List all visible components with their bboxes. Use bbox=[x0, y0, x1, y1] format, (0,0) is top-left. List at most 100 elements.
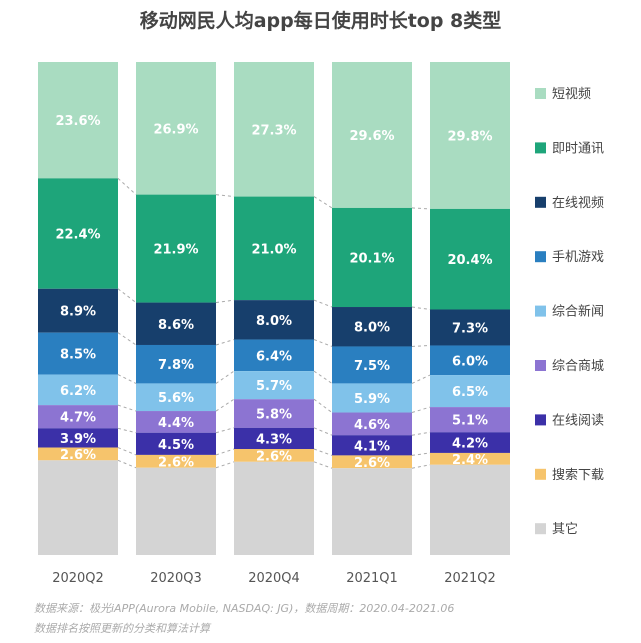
bar-segment-2020Q3-即时通讯 bbox=[136, 194, 216, 303]
bar-segment-2020Q4-搜索下载 bbox=[234, 449, 314, 462]
data-label: 2.6% bbox=[256, 449, 292, 464]
bar-segment-2020Q2-即时通讯 bbox=[38, 178, 118, 289]
connector-line bbox=[411, 431, 431, 436]
data-label: 4.2% bbox=[452, 437, 488, 452]
legend-label: 手机游戏 bbox=[552, 250, 604, 265]
connector-line bbox=[411, 344, 431, 347]
connector-line bbox=[411, 207, 431, 210]
data-label: 8.0% bbox=[256, 314, 292, 329]
data-label: 7.8% bbox=[158, 358, 194, 373]
bar-segment-2020Q4-短视频 bbox=[234, 62, 314, 197]
x-tick-label: 2021Q1 bbox=[346, 571, 398, 586]
connector-line bbox=[215, 398, 235, 412]
data-label: 7.3% bbox=[452, 321, 488, 336]
data-label: 5.9% bbox=[354, 392, 390, 407]
bar-segment-2020Q2-在线视频 bbox=[38, 288, 118, 333]
legend-label: 即时通讯 bbox=[552, 141, 604, 156]
bar-segment-2020Q2-在线阅读 bbox=[38, 428, 118, 448]
data-label: 2.6% bbox=[158, 455, 194, 470]
legend-swatch bbox=[535, 468, 546, 480]
bar-segment-2021Q2-短视频 bbox=[430, 62, 510, 209]
connector-line bbox=[313, 196, 333, 209]
connector-line bbox=[313, 448, 333, 456]
legend-label: 短视频 bbox=[552, 87, 591, 102]
connector-line bbox=[313, 398, 333, 413]
data-label: 3.9% bbox=[60, 432, 96, 447]
connector-line bbox=[117, 332, 137, 346]
legend-swatch bbox=[535, 305, 546, 317]
connector-line bbox=[117, 427, 137, 434]
bar-segment-2021Q2-综合新闻 bbox=[430, 375, 510, 408]
chart-title: 移动网民人均app每日使用时长top 8类型 bbox=[139, 10, 502, 32]
bar-segment-2021Q1-在线视频 bbox=[332, 307, 412, 347]
data-label: 2.4% bbox=[452, 453, 488, 468]
bar-segment-2020Q3-其它 bbox=[136, 467, 216, 555]
connector-line bbox=[215, 427, 235, 434]
data-label: 4.5% bbox=[158, 438, 194, 453]
legend-label: 综合新闻 bbox=[552, 304, 604, 320]
connector-line bbox=[313, 299, 333, 308]
data-label: 29.8% bbox=[447, 129, 492, 144]
legend-label: 在线视频 bbox=[552, 196, 604, 211]
connector-line bbox=[117, 447, 137, 456]
bar-segment-2021Q2-搜索下载 bbox=[430, 452, 510, 465]
bar-segment-2020Q4-在线视频 bbox=[234, 300, 314, 340]
bar-segment-2020Q2-搜索下载 bbox=[38, 447, 118, 461]
connector-line bbox=[215, 194, 235, 198]
connector-line bbox=[313, 461, 333, 469]
data-label: 4.4% bbox=[158, 416, 194, 431]
legend-swatch bbox=[535, 523, 546, 535]
data-label: 21.9% bbox=[153, 243, 198, 258]
bar-segment-2021Q2-在线阅读 bbox=[430, 432, 510, 453]
connector-line bbox=[313, 427, 333, 436]
connector-line bbox=[215, 448, 235, 456]
data-label: 4.1% bbox=[354, 439, 390, 454]
data-label: 8.9% bbox=[60, 305, 96, 320]
data-label: 4.7% bbox=[60, 411, 96, 426]
data-label: 20.4% bbox=[447, 253, 492, 268]
data-label: 5.7% bbox=[256, 379, 292, 394]
bar-segment-2021Q1-即时通讯 bbox=[332, 207, 412, 308]
connector-line bbox=[117, 288, 137, 303]
connector-line bbox=[215, 370, 235, 384]
bar-segment-2020Q4-手机游戏 bbox=[234, 339, 314, 372]
footer-note: 数据排名按照更新的分类和算法计算 bbox=[34, 622, 210, 635]
data-label: 4.6% bbox=[354, 418, 390, 433]
connector-line bbox=[117, 177, 137, 195]
legend-swatch bbox=[535, 414, 546, 426]
bar-segment-2020Q2-手机游戏 bbox=[38, 332, 118, 375]
bar-segment-2020Q4-综合新闻 bbox=[234, 371, 314, 400]
connector-line bbox=[117, 404, 137, 412]
data-label: 23.6% bbox=[55, 114, 100, 129]
connector-line bbox=[411, 374, 431, 384]
legend-label: 综合商城 bbox=[552, 359, 604, 374]
data-label: 6.0% bbox=[452, 354, 488, 369]
legend-swatch bbox=[535, 251, 546, 263]
bar-segment-2021Q1-综合商城 bbox=[332, 412, 412, 436]
bar-segment-2020Q3-综合商城 bbox=[136, 411, 216, 433]
bar-segment-2021Q1-在线阅读 bbox=[332, 435, 412, 456]
legend-label: 搜索下载 bbox=[552, 468, 604, 483]
data-label: 2.6% bbox=[354, 456, 390, 471]
legend-swatch bbox=[535, 88, 546, 99]
data-label: 8.0% bbox=[354, 321, 390, 336]
connector-line bbox=[411, 464, 431, 469]
footer-source: 数据来源：极光iAPP(Aurora Mobile, NASDAQ: JG)，数… bbox=[34, 602, 455, 615]
bar-segment-2021Q2-其它 bbox=[430, 464, 510, 555]
bar-segment-2020Q2-综合商城 bbox=[38, 405, 118, 429]
connector-line bbox=[411, 406, 431, 414]
bar-segment-2021Q2-综合商城 bbox=[430, 407, 510, 433]
data-label: 7.5% bbox=[354, 359, 390, 374]
data-label: 5.6% bbox=[158, 391, 194, 406]
bar-segment-2020Q3-在线阅读 bbox=[136, 432, 216, 455]
x-tick-label: 2020Q3 bbox=[150, 571, 202, 586]
bar-segment-2020Q2-其它 bbox=[38, 460, 118, 555]
bar-segment-2020Q4-在线阅读 bbox=[234, 427, 314, 450]
bar-segment-2020Q2-综合新闻 bbox=[38, 374, 118, 406]
bar-segment-2021Q1-手机游戏 bbox=[332, 346, 412, 384]
legend-swatch bbox=[535, 196, 546, 208]
bar-segment-2021Q1-搜索下载 bbox=[332, 455, 412, 469]
bar-segment-2020Q3-综合新闻 bbox=[136, 383, 216, 412]
data-label: 4.3% bbox=[256, 432, 292, 447]
